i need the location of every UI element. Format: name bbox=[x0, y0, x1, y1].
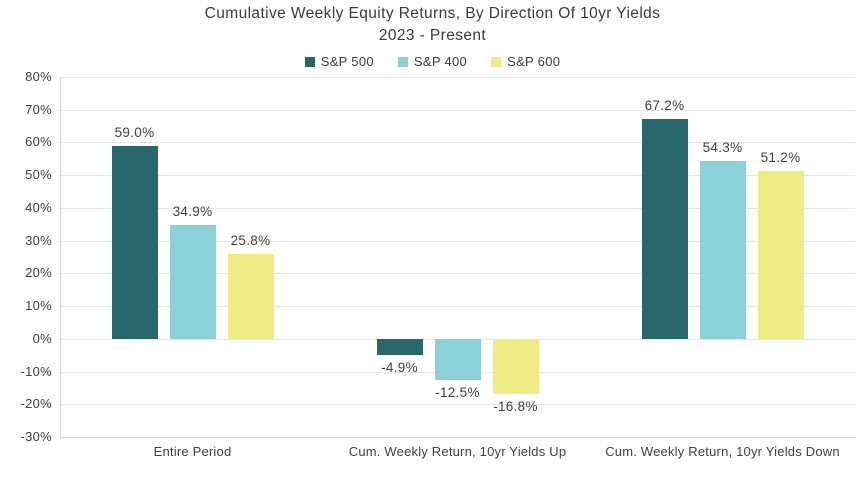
y-axis-label: -20% bbox=[20, 396, 52, 412]
plot-frame bbox=[60, 77, 856, 438]
bar bbox=[376, 338, 423, 355]
gridline bbox=[60, 273, 855, 275]
bar-value-label: 54.3% bbox=[702, 140, 743, 156]
bar bbox=[641, 118, 688, 339]
y-axis-label: 30% bbox=[25, 232, 52, 248]
legend-item: S&P 400 bbox=[397, 54, 468, 69]
bar-value-label: -16.8% bbox=[493, 398, 538, 414]
gridline bbox=[60, 142, 855, 144]
legend-item: S&P 600 bbox=[491, 54, 560, 69]
bar-value-label: 25.8% bbox=[230, 233, 271, 249]
y-axis-label: -30% bbox=[20, 429, 52, 444]
chart-title-line2: 2023 - Present bbox=[378, 27, 487, 44]
y-axis-label: -10% bbox=[20, 363, 52, 379]
gridline bbox=[60, 109, 855, 111]
legend-swatch-icon bbox=[304, 56, 315, 67]
gridline bbox=[60, 404, 855, 406]
y-axis-label: 80% bbox=[25, 69, 52, 84]
bar-value-label: -4.9% bbox=[381, 359, 418, 375]
legend: S&P 500 S&P 400 S&P 600 bbox=[0, 54, 865, 69]
bar bbox=[492, 338, 539, 394]
gridline bbox=[60, 175, 855, 177]
legend-swatch-icon bbox=[397, 56, 408, 67]
bar bbox=[227, 254, 274, 339]
bar bbox=[169, 224, 216, 339]
legend-swatch-icon bbox=[491, 56, 502, 67]
legend-label: S&P 600 bbox=[507, 54, 561, 69]
y-axis-label: 70% bbox=[25, 101, 52, 117]
y-axis-label: 10% bbox=[25, 298, 52, 314]
legend-label: S&P 500 bbox=[320, 54, 374, 69]
bar-value-label: 51.2% bbox=[760, 150, 801, 166]
bar bbox=[699, 161, 746, 339]
gridline bbox=[60, 207, 855, 209]
y-axis-label: 50% bbox=[25, 167, 52, 183]
gridline bbox=[60, 77, 855, 78]
bar-value-label: 59.0% bbox=[114, 124, 155, 140]
x-axis-label: Cum. Weekly Return, 10yr Yields Up bbox=[348, 444, 567, 459]
x-axis-label: Entire Period bbox=[153, 444, 232, 459]
chart-title-line1: Cumulative Weekly Equity Returns, By Dir… bbox=[204, 5, 661, 22]
bar-value-label: 34.9% bbox=[172, 203, 213, 219]
bar-value-label: -12.5% bbox=[435, 384, 480, 400]
x-axis-label: Cum. Weekly Return, 10yr Yields Down bbox=[605, 444, 840, 459]
legend-label: S&P 400 bbox=[413, 54, 468, 69]
bar bbox=[757, 171, 804, 339]
bar-value-label: 67.2% bbox=[644, 97, 685, 113]
y-axis-label: 0% bbox=[32, 330, 52, 346]
y-axis-label: 40% bbox=[25, 199, 52, 215]
gridline bbox=[60, 306, 855, 308]
bar bbox=[434, 338, 481, 380]
bar bbox=[111, 145, 158, 339]
gridline bbox=[60, 240, 855, 242]
y-axis-label: 20% bbox=[25, 265, 52, 281]
legend-item: S&P 500 bbox=[304, 54, 374, 69]
y-axis-label: 60% bbox=[25, 134, 52, 150]
